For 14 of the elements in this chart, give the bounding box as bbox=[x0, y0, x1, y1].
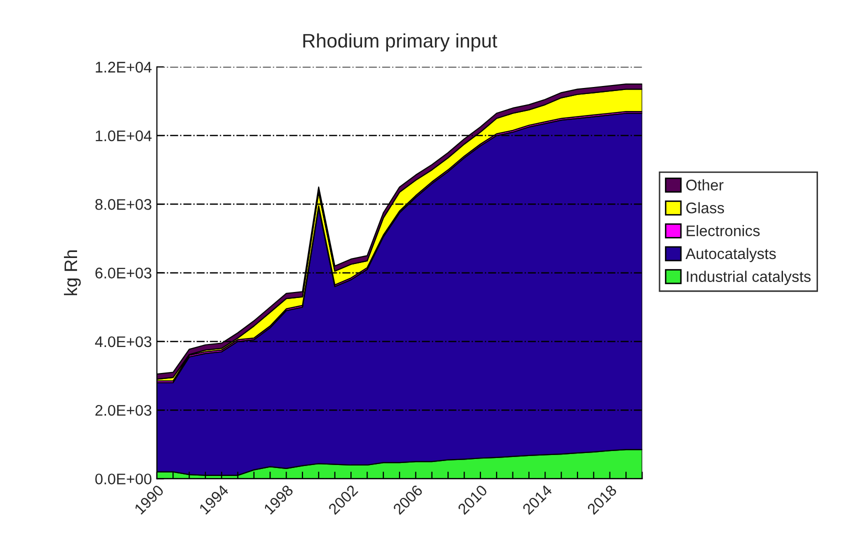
y-tick-label: 6.0E+03 bbox=[95, 268, 152, 278]
y-tick-label: 0.0E+00 bbox=[95, 474, 152, 484]
y-tick-label: 1.2E+04 bbox=[96, 62, 152, 73]
legend-label: Electronics bbox=[686, 225, 760, 236]
y-tick-label: 8.0E+03 bbox=[95, 199, 152, 210]
chart-title: Rhodium primary input bbox=[303, 33, 498, 52]
y-axis-title: kg Rh bbox=[64, 250, 81, 296]
y-tick-label: 1.0E+04 bbox=[96, 130, 152, 142]
legend-label: Glass bbox=[686, 202, 724, 214]
y-tick-label: 2.0E+03 bbox=[95, 404, 152, 416]
y-tick-label: 4.0E+03 bbox=[95, 336, 152, 348]
legend-label: Industrial catalysts bbox=[686, 270, 811, 286]
legend-label: Autocatalysts bbox=[686, 248, 776, 262]
legend-label: Other bbox=[686, 179, 724, 190]
